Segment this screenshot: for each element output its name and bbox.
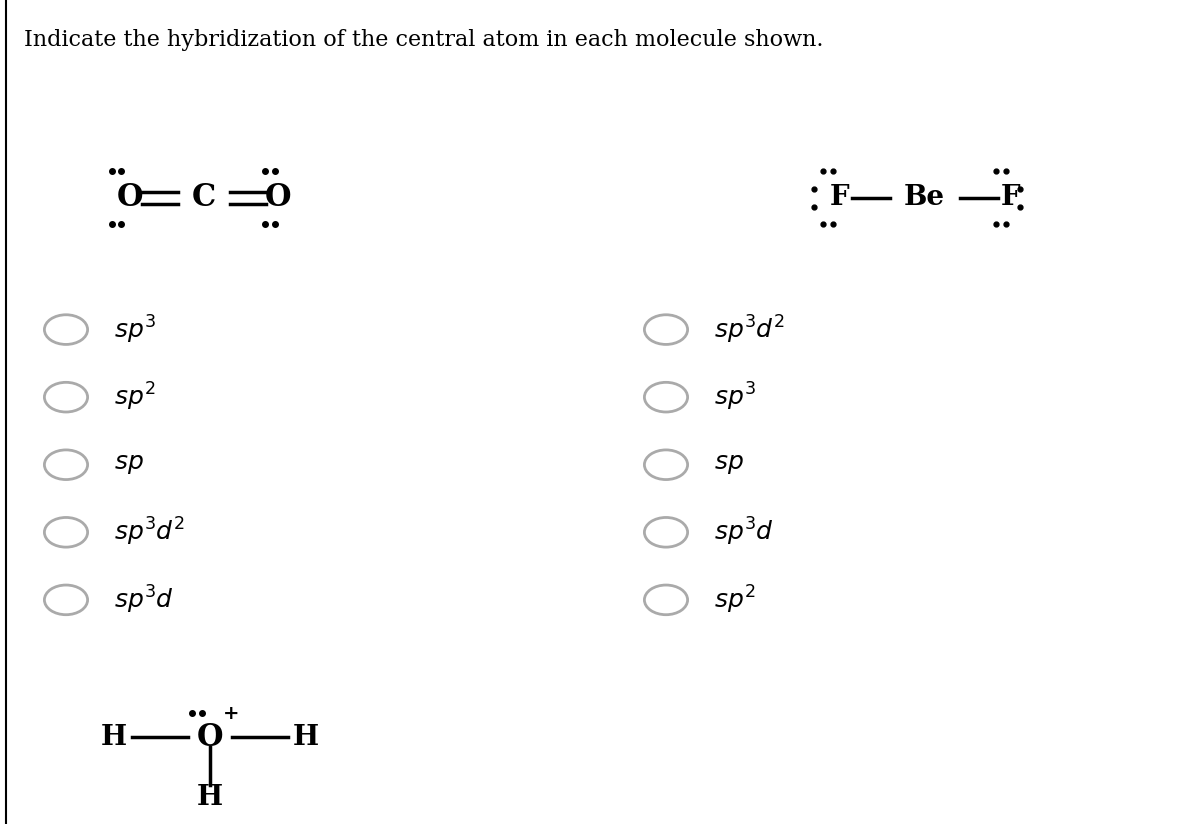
Text: $sp$: $sp$ [114,453,144,476]
Text: Be: Be [904,185,944,211]
Text: C: C [192,182,216,213]
Text: O: O [116,182,143,213]
Text: +: + [223,705,240,723]
Text: F: F [1001,185,1020,211]
Text: $sp^3d^2$: $sp^3d^2$ [114,516,185,549]
Text: $sp^3$: $sp^3$ [114,313,156,346]
Text: $sp$: $sp$ [714,453,744,476]
Text: O: O [197,722,223,753]
Text: $sp^3d$: $sp^3d$ [114,583,174,616]
Text: $sp^2$: $sp^2$ [114,381,156,414]
Text: F: F [830,185,850,211]
Text: O: O [265,182,292,213]
Text: H: H [293,724,319,751]
Text: $sp^3d$: $sp^3d$ [714,516,774,549]
Text: Indicate the hybridization of the central atom in each molecule shown.: Indicate the hybridization of the centra… [24,29,823,51]
Text: $sp^2$: $sp^2$ [714,583,756,616]
Text: H: H [101,724,127,751]
Text: $sp^3d^2$: $sp^3d^2$ [714,313,785,346]
Text: $sp^3$: $sp^3$ [714,381,756,414]
Text: H: H [197,784,223,811]
